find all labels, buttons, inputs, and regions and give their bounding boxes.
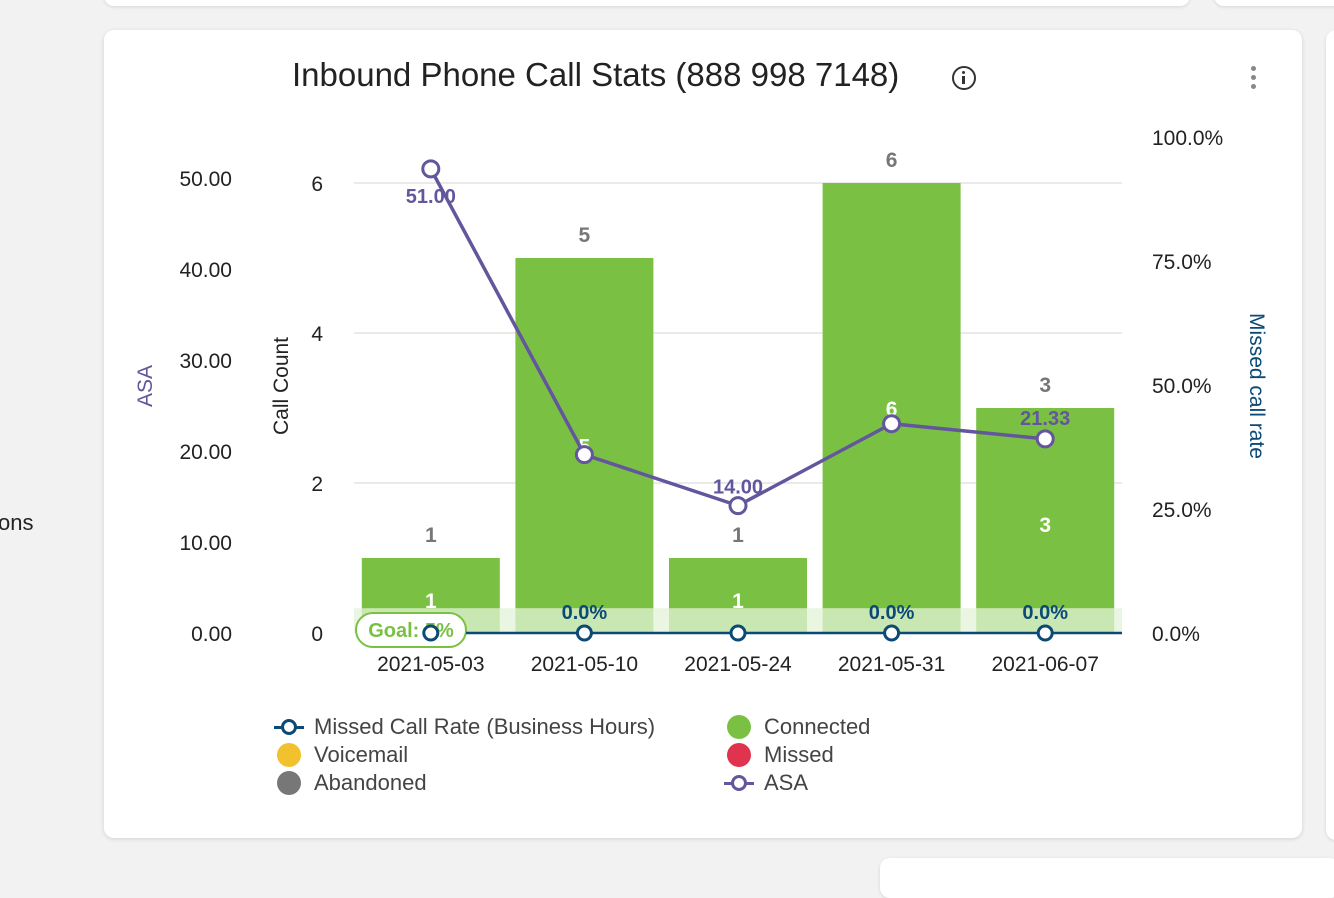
asa-point bbox=[574, 445, 594, 465]
legend-item[interactable]: Abandoned bbox=[274, 770, 427, 796]
legend-item[interactable]: Connected bbox=[724, 714, 870, 740]
legend-label: Connected bbox=[764, 714, 871, 739]
sidebar-partial-text: ons bbox=[0, 510, 34, 535]
rate-tick-label: 75.0% bbox=[1152, 251, 1212, 274]
x-tick-label: 2021-05-10 bbox=[531, 653, 638, 676]
legend-dot-icon bbox=[274, 743, 304, 767]
chart-title: Inbound Phone Call Stats (888 998 7148) bbox=[292, 56, 900, 93]
asa-tick-label: 0.00 bbox=[191, 623, 232, 646]
bar-inner-label: 1 bbox=[732, 590, 744, 613]
chart-plot: 0.00 10.00 20.00 30.00 40.00 50.00 ASA 0 2 4 6 Call… bbox=[134, 127, 1268, 676]
x-tick-label: 2021-05-03 bbox=[377, 653, 484, 676]
legend-label: Abandoned bbox=[314, 770, 427, 795]
legend-item[interactable]: Voicemail bbox=[274, 742, 408, 768]
bar-connected bbox=[822, 183, 961, 633]
count-axis-title: Call Count bbox=[270, 337, 293, 435]
asa-point bbox=[728, 496, 748, 516]
more-vert-icon[interactable] bbox=[1248, 66, 1260, 92]
bar-total-label: 3 bbox=[1039, 374, 1051, 397]
bottom-card bbox=[880, 858, 1334, 898]
x-tick-label: 2021-05-24 bbox=[684, 653, 792, 676]
missed-rate-point bbox=[422, 624, 440, 642]
bar-total-label: 6 bbox=[886, 149, 898, 172]
asa-label: 14.00 bbox=[713, 477, 763, 499]
bar-inner-label: 1 bbox=[425, 590, 437, 613]
missed-rate-point bbox=[1036, 624, 1054, 642]
asa-label: 21.33 bbox=[1020, 408, 1070, 430]
missed-rate-label: 0.0% bbox=[562, 602, 608, 624]
asa-point bbox=[882, 414, 902, 434]
legend-item[interactable]: Missed Call Rate (Business Hours) bbox=[274, 714, 655, 740]
legend-dot-icon bbox=[724, 743, 754, 767]
bar-total-label: 1 bbox=[425, 524, 437, 547]
legend-item[interactable]: Missed bbox=[724, 742, 834, 768]
asa-tick-label: 30.00 bbox=[179, 350, 232, 373]
info-circle-icon[interactable] bbox=[952, 66, 976, 90]
legend-line-ring-icon bbox=[274, 715, 304, 739]
asa-tick-label: 10.00 bbox=[179, 532, 232, 555]
missed-rate-label: 0.0% bbox=[869, 602, 915, 624]
count-tick-label: 0 bbox=[311, 623, 323, 646]
legend-label: Missed Call Rate (Business Hours) bbox=[314, 714, 656, 739]
missed-rate-point bbox=[729, 624, 747, 642]
legend-dot-icon bbox=[724, 715, 754, 739]
side-card-right bbox=[1326, 30, 1334, 840]
asa-axis-title: ASA bbox=[134, 365, 157, 407]
legend-label: Voicemail bbox=[314, 742, 409, 767]
bar-total-label: 5 bbox=[579, 224, 591, 247]
missed-rate-point bbox=[883, 624, 901, 642]
legend-label: Missed bbox=[764, 742, 834, 767]
rate-tick-label: 0.0% bbox=[1152, 623, 1200, 646]
x-tick-label: 2021-05-31 bbox=[838, 653, 945, 676]
legend-line-ring-icon bbox=[724, 771, 754, 795]
count-tick-label: 4 bbox=[311, 323, 323, 346]
x-tick-label: 2021-06-07 bbox=[991, 653, 1098, 676]
top-card-left bbox=[104, 0, 1190, 6]
asa-point bbox=[421, 159, 441, 179]
bar-inner-label: 3 bbox=[1039, 514, 1051, 537]
missed-rate-label: 0.0% bbox=[1022, 602, 1068, 624]
missed-rate-point bbox=[575, 624, 593, 642]
count-tick-label: 2 bbox=[311, 473, 323, 496]
top-card-right bbox=[1214, 0, 1334, 6]
asa-tick-label: 50.00 bbox=[179, 168, 232, 191]
rate-axis-title: Missed call rate bbox=[1245, 313, 1268, 459]
goal-label: Goal: 5% bbox=[368, 620, 454, 642]
rate-tick-label: 25.0% bbox=[1152, 499, 1212, 522]
legend-dot-icon bbox=[274, 771, 304, 795]
bar-inner-label: 6 bbox=[886, 398, 898, 421]
rate-tick-label: 50.0% bbox=[1152, 375, 1212, 398]
rate-tick-label: 100.0% bbox=[1152, 127, 1223, 150]
legend-label: ASA bbox=[764, 770, 809, 795]
asa-tick-label: 20.00 bbox=[179, 441, 232, 464]
asa-point bbox=[1035, 429, 1055, 449]
goal-badge bbox=[355, 612, 467, 648]
chart-legend: Missed Call Rate (Business Hours) Connect… bbox=[274, 714, 1034, 804]
asa-tick-label: 40.00 bbox=[179, 259, 232, 282]
legend-item[interactable]: ASA bbox=[724, 770, 808, 796]
count-tick-label: 6 bbox=[311, 173, 323, 196]
bar-total-label: 1 bbox=[732, 524, 744, 547]
asa-label: 51.00 bbox=[406, 186, 456, 208]
chart-card: Inbound Phone Call Stats (888 998 7148) … bbox=[104, 30, 1302, 838]
